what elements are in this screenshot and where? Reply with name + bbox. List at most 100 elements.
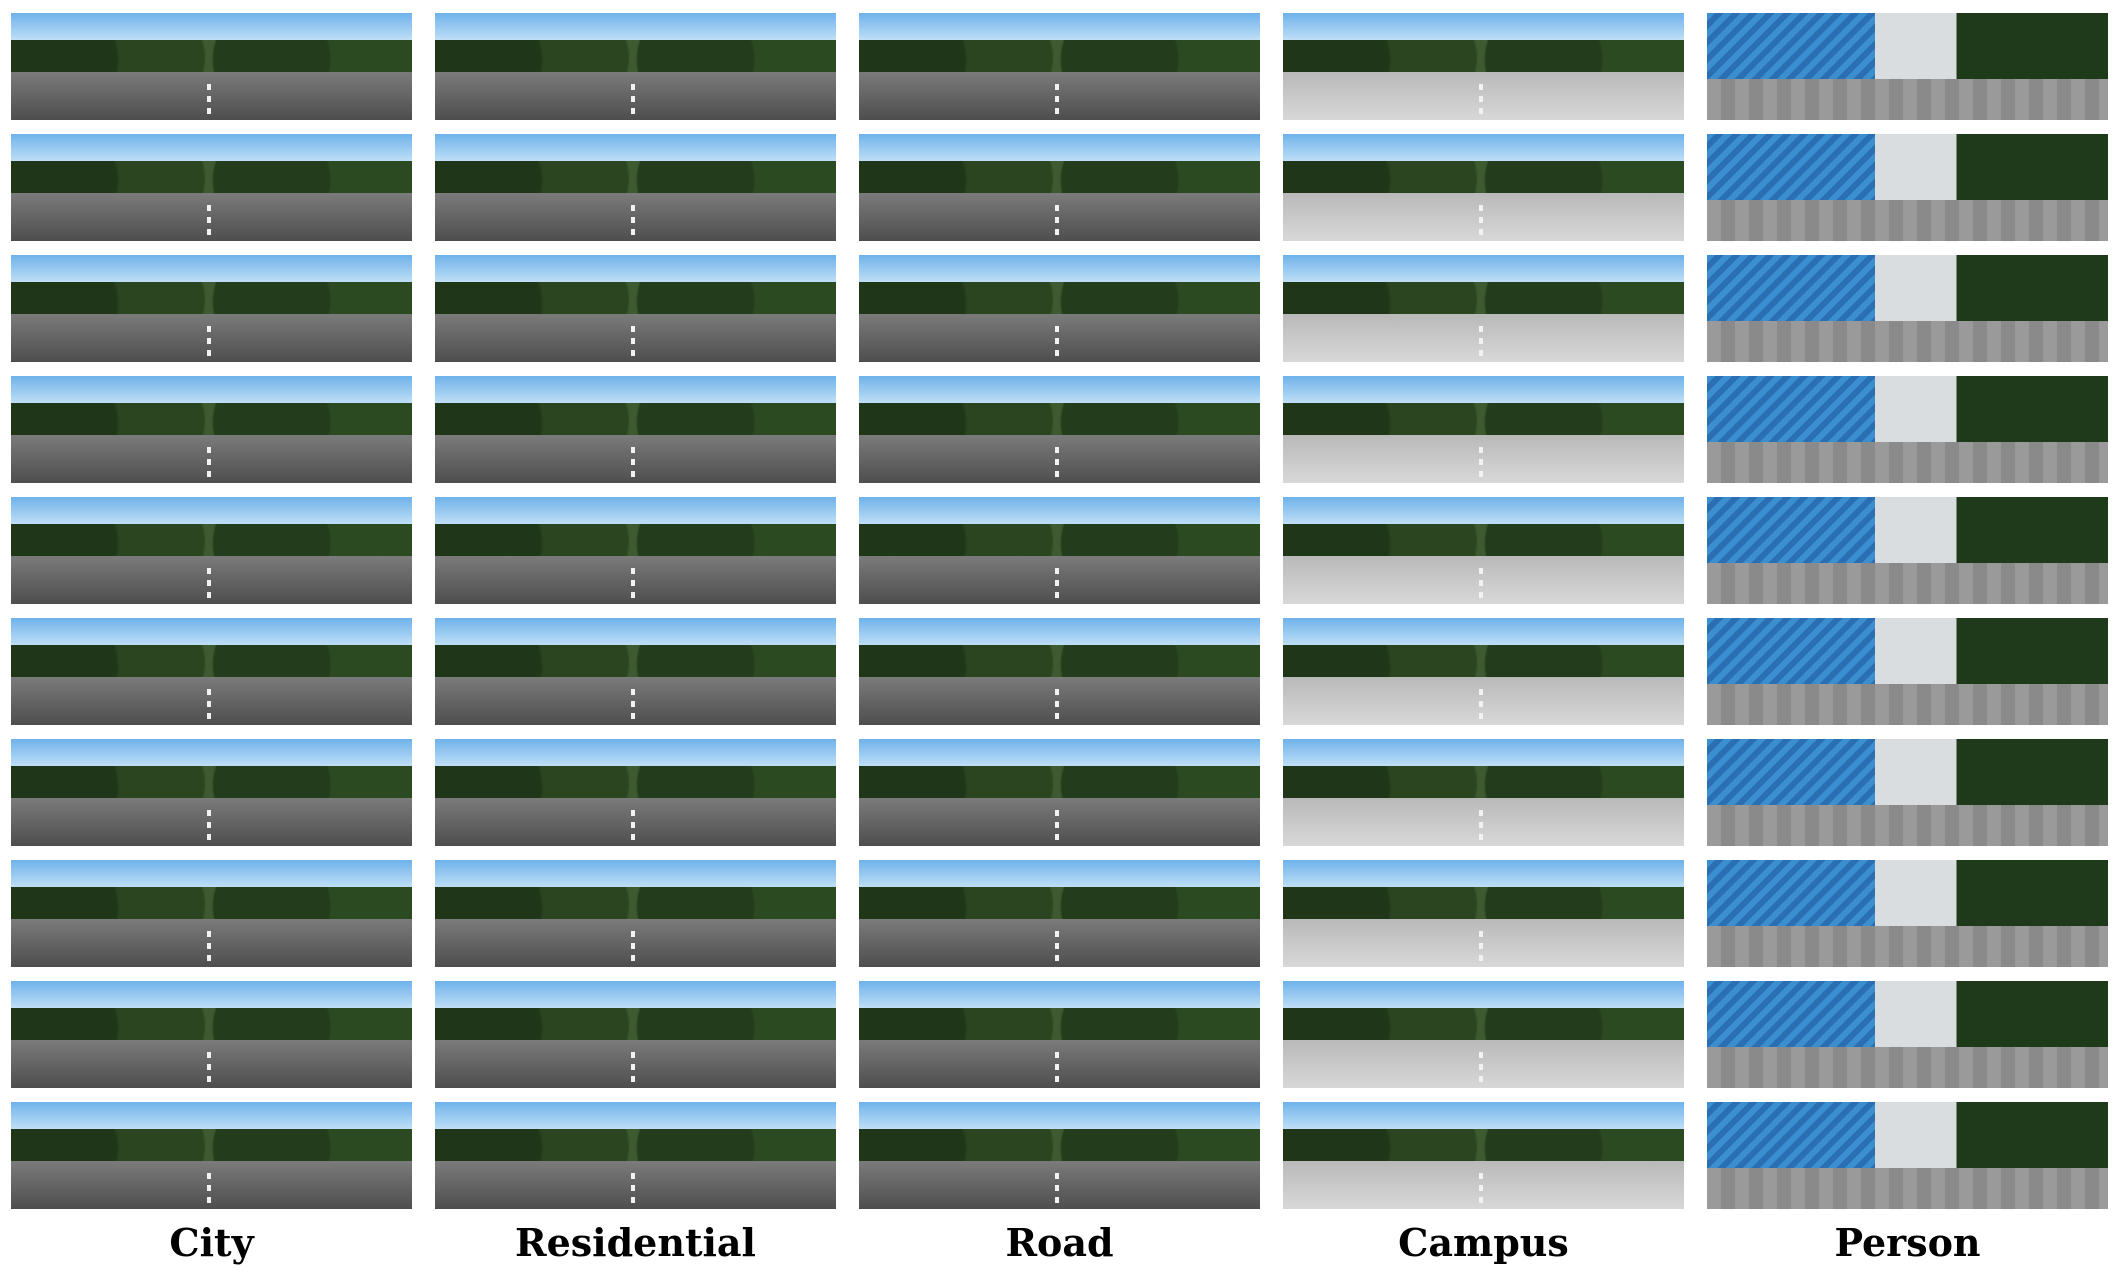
thumbnail-trees xyxy=(435,281,836,318)
scene-thumbnail xyxy=(11,13,412,120)
thumbnail-lane xyxy=(631,83,636,116)
thumbnail-trees xyxy=(435,886,836,923)
thumbnail-lane xyxy=(631,1051,636,1084)
thumbnail-road xyxy=(11,676,412,725)
thumbnail-road xyxy=(1283,555,1684,604)
thumbnail-road xyxy=(435,555,836,604)
thumbnail-trees xyxy=(1875,255,2108,322)
thumbnail-trees xyxy=(1283,281,1684,318)
scene-thumbnail xyxy=(1707,497,2108,604)
thumbnail-road xyxy=(435,797,836,846)
scene-thumbnail xyxy=(435,618,836,725)
scene-thumbnail xyxy=(1283,981,1684,1088)
thumbnail-trees xyxy=(1283,1128,1684,1165)
thumbnail-lane xyxy=(1479,325,1484,358)
thumbnail-road xyxy=(11,797,412,846)
thumbnail-trees xyxy=(435,1128,836,1165)
thumbnail-trees xyxy=(859,765,1260,802)
thumbnail-lane xyxy=(1479,930,1484,963)
thumbnail-lane xyxy=(1055,930,1060,963)
scene-thumbnail xyxy=(1707,255,2108,362)
thumbnail-trees xyxy=(1283,39,1684,76)
scene-thumbnail xyxy=(1283,376,1684,483)
thumbnail-lane xyxy=(1055,688,1060,721)
thumbnail-lane xyxy=(207,204,212,237)
thumbnail-lane xyxy=(1055,1172,1060,1205)
thumbnail-sky xyxy=(1707,134,1876,201)
scene-thumbnail xyxy=(11,739,412,846)
scene-thumbnail xyxy=(11,134,412,241)
thumbnail-road xyxy=(1283,192,1684,241)
thumbnail-trees xyxy=(859,1128,1260,1165)
thumbnail-road xyxy=(11,1160,412,1209)
thumbnail-trees xyxy=(859,644,1260,681)
thumbnail-trees xyxy=(859,886,1260,923)
thumbnail-trees xyxy=(1875,497,2108,564)
thumbnail-lane xyxy=(1055,567,1060,600)
scene-thumbnail xyxy=(859,13,1260,120)
thumbnail-trees xyxy=(435,39,836,76)
thumbnail-road xyxy=(859,1039,1260,1088)
thumbnail-road xyxy=(859,1160,1260,1209)
scene-thumbnail xyxy=(859,860,1260,967)
thumbnail-road xyxy=(1707,563,2108,604)
thumbnail-road xyxy=(435,1160,836,1209)
thumbnail-road xyxy=(1707,79,2108,120)
scene-thumbnail xyxy=(1283,860,1684,967)
thumbnail-road xyxy=(11,71,412,120)
scene-thumbnail xyxy=(435,1102,836,1209)
thumbnail-lane xyxy=(631,204,636,237)
thumbnail-lane xyxy=(1055,325,1060,358)
thumbnail-lane xyxy=(207,83,212,116)
thumbnail-trees xyxy=(1283,160,1684,197)
thumbnail-road xyxy=(11,555,412,604)
thumbnail-road xyxy=(1707,926,2108,967)
thumbnail-road xyxy=(1707,1168,2108,1209)
label-city: City xyxy=(169,1220,254,1265)
thumbnail-lane xyxy=(207,446,212,479)
thumbnail-road xyxy=(859,313,1260,362)
thumbnail-trees xyxy=(11,523,412,560)
thumbnail-sky xyxy=(1707,255,1876,322)
scene-thumbnail xyxy=(859,497,1260,604)
thumbnail-road xyxy=(859,918,1260,967)
scene-thumbnail xyxy=(1283,618,1684,725)
thumbnail-road xyxy=(435,918,836,967)
thumbnail-sky xyxy=(1707,376,1876,443)
label-residential: Residential xyxy=(514,1220,756,1265)
thumbnail-lane xyxy=(1479,688,1484,721)
thumbnail-trees xyxy=(435,402,836,439)
scene-thumbnail xyxy=(435,739,836,846)
thumbnail-sky xyxy=(1707,618,1876,685)
thumbnail-road xyxy=(1283,918,1684,967)
thumbnail-sky xyxy=(1707,981,1876,1048)
thumbnail-road xyxy=(859,797,1260,846)
thumbnail-road xyxy=(11,918,412,967)
thumbnail-road xyxy=(435,1039,836,1088)
thumbnail-lane xyxy=(1479,1172,1484,1205)
scene-thumbnail xyxy=(11,860,412,967)
thumbnail-trees xyxy=(1875,13,2108,80)
thumbnail-trees xyxy=(1283,523,1684,560)
thumbnail-lane xyxy=(1055,1051,1060,1084)
thumbnail-road xyxy=(435,313,836,362)
thumbnail-trees xyxy=(11,281,412,318)
thumbnail-road xyxy=(11,434,412,483)
scene-thumbnail xyxy=(435,134,836,241)
scene-thumbnail xyxy=(435,860,836,967)
scene-thumbnail xyxy=(11,981,412,1088)
thumbnail-trees xyxy=(1875,860,2108,927)
thumbnail-lane xyxy=(1055,204,1060,237)
scene-thumbnail xyxy=(11,618,412,725)
thumbnail-lane xyxy=(1479,809,1484,842)
thumbnail-trees xyxy=(859,160,1260,197)
thumbnail-trees xyxy=(859,523,1260,560)
thumbnail-road xyxy=(859,676,1260,725)
scene-thumbnail xyxy=(859,134,1260,241)
thumbnail-road xyxy=(435,676,836,725)
scene-thumbnail xyxy=(435,981,836,1088)
thumbnail-sky xyxy=(1707,860,1876,927)
thumbnail-road xyxy=(11,313,412,362)
thumbnail-lane xyxy=(1479,567,1484,600)
